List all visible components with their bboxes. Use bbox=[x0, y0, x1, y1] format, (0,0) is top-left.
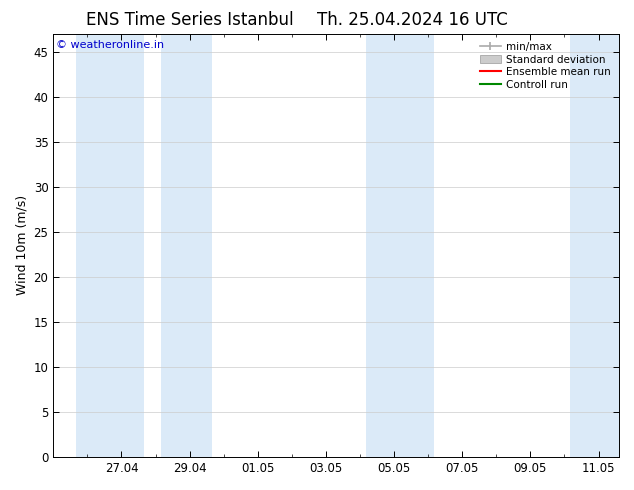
Bar bbox=[161, 34, 212, 457]
Bar bbox=[366, 34, 434, 457]
Y-axis label: Wind 10m (m/s): Wind 10m (m/s) bbox=[15, 196, 28, 295]
Text: Th. 25.04.2024 16 UTC: Th. 25.04.2024 16 UTC bbox=[317, 11, 507, 29]
Text: © weatheronline.in: © weatheronline.in bbox=[56, 40, 164, 50]
Bar bbox=[76, 34, 145, 457]
Legend: min/max, Standard deviation, Ensemble mean run, Controll run: min/max, Standard deviation, Ensemble me… bbox=[477, 39, 614, 93]
Text: ENS Time Series Istanbul: ENS Time Series Istanbul bbox=[86, 11, 294, 29]
Bar bbox=[570, 34, 619, 457]
